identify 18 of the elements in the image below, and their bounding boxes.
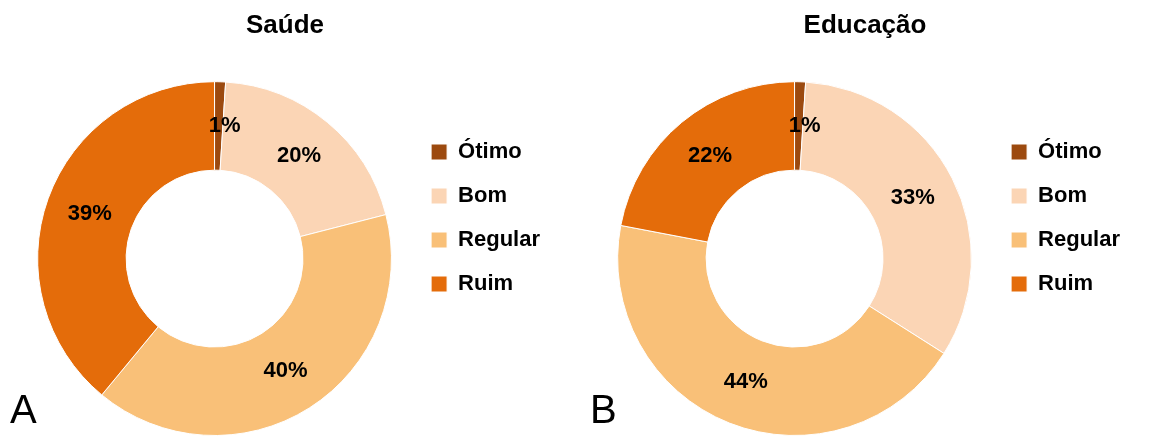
legend-label: Regular — [458, 226, 541, 252]
chart-title: Educação — [803, 8, 927, 39]
data-label: 40% — [263, 356, 308, 382]
legend-label: Ruim — [1038, 270, 1094, 296]
legend-label: Regular — [1038, 226, 1121, 252]
legend-label: Ótimo — [1038, 138, 1102, 164]
chart-title: Saúde — [245, 8, 325, 39]
data-label: 20% — [277, 142, 322, 168]
text: B — [590, 387, 617, 432]
legend-label: Bom — [458, 182, 507, 208]
text: A — [10, 387, 37, 432]
data-label: 39% — [67, 199, 112, 225]
data-label: 44% — [723, 368, 768, 394]
data-label: 22% — [687, 142, 732, 168]
legend-label: Ótimo — [458, 138, 522, 164]
legend-label: Bom — [1038, 182, 1087, 208]
data-label: 33% — [890, 184, 935, 210]
legend-label: Ruim — [458, 270, 514, 296]
